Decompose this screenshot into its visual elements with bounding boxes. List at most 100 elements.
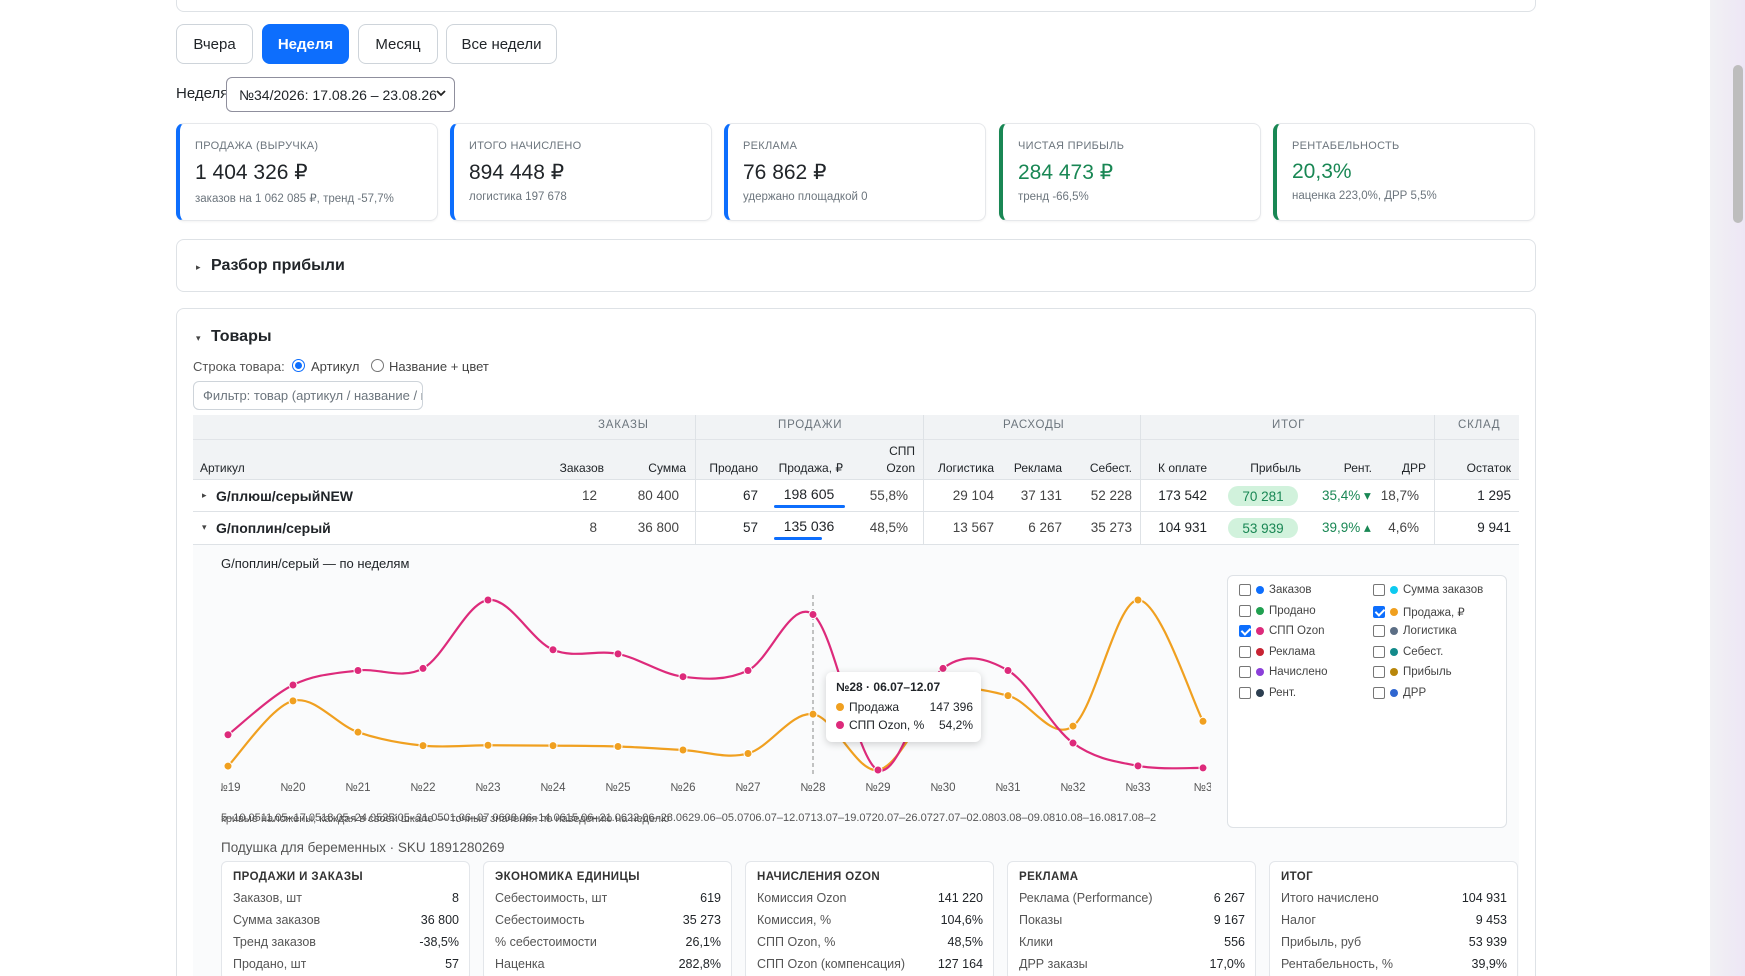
legend-item[interactable]: Продано: [1239, 604, 1316, 617]
kpi-value: 1 404 326 ₽: [195, 161, 308, 184]
period-month-button[interactable]: Месяц: [358, 24, 438, 64]
col-spp-line2[interactable]: Ozon: [886, 461, 915, 475]
cell-stock: 1 295: [1477, 488, 1511, 503]
legend-label: Рент.: [1269, 686, 1297, 699]
group-costs: РАСХОДЫ: [1003, 419, 1065, 431]
metric-label: Сумма заказов: [233, 913, 321, 927]
legend-checkbox[interactable]: [1373, 666, 1385, 678]
legend-label: Реклама: [1269, 645, 1316, 658]
kpi-net-profit: ЧИСТАЯ ПРИБЫЛЬ 284 473 ₽ тренд -66,5%: [999, 123, 1261, 221]
metric-label: Комиссия, %: [757, 913, 832, 927]
legend-items: Заказов Сумма заказов Продано Продажа, ₽ СПП…: [1239, 584, 1499, 704]
series-point: [1133, 595, 1143, 605]
series-point: [223, 730, 233, 740]
legend-checkbox[interactable]: [1239, 584, 1251, 596]
metric-value: 39,9%: [1471, 957, 1507, 971]
legend-checkbox[interactable]: [1373, 605, 1385, 618]
legend-item[interactable]: ДРР: [1373, 686, 1427, 699]
series-point: [483, 595, 493, 605]
metric-label: Себестоимость: [495, 913, 585, 927]
legend-checkbox[interactable]: [1239, 666, 1251, 678]
scrollbar[interactable]: [1733, 65, 1743, 223]
legend-item[interactable]: Продажа, ₽: [1373, 605, 1465, 619]
col-spp-line1[interactable]: СПП: [889, 444, 915, 458]
legend-checkbox[interactable]: [1239, 645, 1251, 658]
caret-right-icon: ▸: [196, 262, 201, 272]
period-yesterday-button[interactable]: Вчера: [176, 24, 253, 64]
legend-checkbox[interactable]: [1239, 625, 1251, 637]
row-article[interactable]: G/поплин/серый: [216, 520, 331, 536]
period-week-button[interactable]: Неделя: [262, 24, 349, 64]
divider: [923, 415, 924, 545]
col-rent[interactable]: Рент.: [1343, 461, 1372, 475]
col-sale[interactable]: Продажа, ₽: [778, 461, 843, 475]
col-logistics[interactable]: Логистика: [937, 461, 994, 475]
row-article[interactable]: G/плюш/серыйNEW: [216, 488, 353, 504]
legend-item[interactable]: Сумма заказов: [1373, 584, 1483, 596]
tooltip-row-sale: Продажа 147 396: [836, 700, 973, 714]
col-ads[interactable]: Реклама: [1013, 461, 1062, 475]
metric-row: Себестоимость 35 273: [495, 913, 721, 927]
metric-label: Налог: [1281, 913, 1316, 927]
period-all-weeks-button[interactable]: Все недели: [446, 24, 557, 64]
legend-item[interactable]: СПП Ozon: [1239, 625, 1325, 637]
series-point: [548, 741, 558, 751]
col-stock[interactable]: Остаток: [1466, 461, 1511, 475]
legend-item[interactable]: Себест.: [1373, 645, 1443, 658]
product-filter-input[interactable]: Фильтр: товар (артикул / название / цвет…: [193, 381, 423, 410]
week-select[interactable]: №34/2026: 17.08.26 – 23.08.26: [226, 77, 455, 112]
legend-checkbox[interactable]: [1373, 584, 1385, 596]
legend-item[interactable]: Заказов: [1239, 584, 1312, 596]
metric-label: Итого начислено: [1281, 891, 1379, 905]
row-mode-article-label[interactable]: Артикул: [311, 359, 360, 374]
caret-down-icon[interactable]: ▾: [196, 333, 201, 343]
col-cost[interactable]: Себест.: [1089, 461, 1132, 475]
row-mode-article-radio[interactable]: [292, 359, 305, 372]
row-mode-name-radio[interactable]: [371, 359, 384, 372]
products-title[interactable]: Товары: [211, 328, 272, 345]
cell-spp: 55,8%: [869, 488, 908, 503]
legend-item[interactable]: Реклама: [1239, 645, 1316, 658]
row-mode-name-label[interactable]: Название + цвет: [389, 359, 489, 374]
legend-item[interactable]: Прибыль: [1373, 666, 1452, 678]
x-tick-label: №29: [865, 782, 890, 794]
weekly-chart[interactable]: №19 №20 №21 №22 №23 №24 №25 №26 №27 №28 №29 №30 №31 №…: [221, 585, 1211, 810]
metric-card-title: ПРОДАЖИ И ЗАКАЗЫ: [233, 871, 364, 883]
col-orders[interactable]: Заказов: [559, 461, 604, 475]
legend-label: Продано: [1269, 604, 1316, 617]
caret-down-icon[interactable]: ▾: [202, 522, 207, 532]
divider: [193, 479, 1519, 480]
profit-breakdown-panel[interactable]: ▸ Разбор прибыли: [176, 239, 1536, 292]
caret-right-icon[interactable]: ▸: [202, 490, 207, 500]
metric-value: 104,6%: [940, 913, 983, 927]
legend-checkbox[interactable]: [1373, 645, 1385, 658]
legend-checkbox[interactable]: [1239, 686, 1251, 699]
metric-row: СПП Ozon (компенсация) 127 164: [757, 957, 983, 971]
legend-dot: [1390, 586, 1398, 594]
legend-checkbox[interactable]: [1373, 625, 1385, 637]
legend-item[interactable]: Начислено: [1239, 666, 1327, 678]
x-tick-label: №31: [995, 782, 1020, 794]
legend-checkbox[interactable]: [1239, 604, 1251, 617]
legend-item[interactable]: Рент.: [1239, 686, 1297, 699]
legend-dot: [1256, 606, 1264, 615]
legend-label: ДРР: [1403, 686, 1427, 699]
col-article[interactable]: Артикул: [200, 461, 245, 475]
col-profit[interactable]: Прибыль: [1250, 461, 1301, 475]
col-sum[interactable]: Сумма: [648, 461, 686, 475]
kpi-title: РЕНТАБЕЛЬНОСТЬ: [1292, 140, 1400, 152]
table-row[interactable]: ▸ G/плюш/серыйNEW 12 80 400 67 198 605 5…: [193, 480, 1519, 511]
kpi-title: РЕКЛАМА: [743, 140, 798, 152]
legend-checkbox[interactable]: [1373, 686, 1385, 699]
metric-row: Комиссия, % 104,6%: [757, 913, 983, 927]
divider: [1434, 415, 1435, 545]
col-payout[interactable]: К оплате: [1158, 461, 1207, 475]
legend-item[interactable]: Логистика: [1373, 625, 1457, 637]
x-tick-label: №3: [1194, 782, 1211, 794]
col-drr[interactable]: ДРР: [1401, 461, 1426, 475]
kpi-sub: тренд -66,5%: [1018, 191, 1089, 203]
sale-bar: [774, 537, 822, 540]
table-row[interactable]: ▾ G/поплин/серый 8 36 800 57 135 036 48,…: [193, 512, 1519, 544]
metric-row: Наценка 282,8%: [495, 957, 721, 971]
col-sold[interactable]: Продано: [709, 461, 758, 475]
